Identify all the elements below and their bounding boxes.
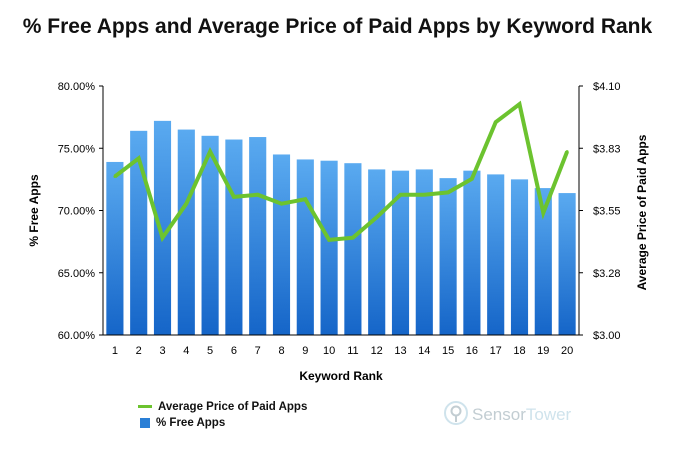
bar — [272, 154, 291, 335]
y-axis-title: % Free Apps — [27, 174, 41, 247]
x-tick-label: 7 — [255, 345, 261, 357]
legend-bar-swatch — [140, 417, 150, 428]
x-tick-label: 20 — [561, 345, 573, 357]
x-tick-label: 4 — [183, 345, 189, 357]
price-line-point — [256, 193, 260, 197]
legend-item-free: % Free Apps — [138, 417, 225, 429]
y-tick-label: 80.00% — [58, 81, 96, 93]
price-line-point — [351, 236, 355, 240]
y2-tick-label: $3.55 — [593, 206, 621, 218]
y-tick-label: 75.00% — [58, 143, 96, 155]
bar — [368, 169, 386, 335]
x-tick-label: 1 — [112, 345, 118, 357]
price-line-point — [184, 202, 188, 206]
x-tick-label: 18 — [513, 345, 525, 357]
x-tick-label: 3 — [159, 345, 165, 357]
bar — [225, 139, 243, 335]
bar — [153, 120, 172, 335]
x-axis-title: Keyword Rank — [299, 369, 383, 383]
y-tick-label: 70.00% — [58, 206, 96, 218]
price-line-point — [327, 238, 331, 242]
bar — [534, 188, 552, 335]
bar — [106, 161, 124, 335]
x-tick-label: 8 — [278, 345, 284, 357]
bar — [463, 170, 481, 335]
x-tick-label: 9 — [302, 345, 308, 357]
bar — [391, 170, 410, 335]
price-line-point — [208, 150, 212, 154]
price-line-point — [470, 177, 474, 181]
legend-line-swatch — [138, 405, 152, 409]
x-tick-label: 15 — [442, 345, 454, 357]
x-tick-label: 11 — [347, 345, 358, 357]
x-tick-label: 17 — [490, 345, 502, 357]
price-line-point — [280, 202, 283, 206]
bar — [415, 169, 433, 335]
bar — [296, 159, 314, 335]
price-line-point — [232, 195, 236, 199]
price-line-point — [494, 120, 498, 124]
x-tick-label: 12 — [371, 345, 383, 357]
legend-label-free: % Free Apps — [156, 417, 226, 429]
bar — [201, 135, 219, 335]
x-tick-label: 5 — [207, 345, 213, 357]
price-line-point — [422, 193, 426, 197]
bar — [249, 137, 267, 335]
x-tick-label: 13 — [394, 345, 406, 357]
price-line-point — [541, 211, 545, 215]
y2-tick-label: $3.00 — [593, 330, 621, 342]
price-line-point — [518, 102, 521, 106]
legend-label-price: Average Price of Paid Apps — [158, 401, 308, 413]
y-tick-label: 65.00% — [58, 268, 96, 280]
price-line-point — [565, 150, 569, 154]
y2-tick-label: $3.28 — [593, 268, 621, 280]
price-line-point — [137, 156, 141, 160]
y2-axis-title: Average Price of Paid Apps — [635, 134, 649, 290]
y-tick-label: 60.00% — [58, 330, 96, 342]
price-line-point — [375, 215, 379, 219]
sensortower-logo-text: SensorTower — [472, 405, 571, 425]
x-tick-label: 10 — [323, 345, 335, 357]
price-line-point — [399, 193, 402, 197]
y2-tick-label: $4.10 — [593, 81, 621, 93]
price-line-point — [446, 190, 450, 194]
sensortower-logo-icon — [444, 401, 468, 425]
x-tick-label: 19 — [537, 345, 549, 357]
y2-tick-label: $3.83 — [593, 143, 621, 155]
bar — [320, 160, 338, 335]
x-tick-label: 16 — [466, 345, 478, 357]
bar — [558, 193, 576, 335]
logo-text-part2: Tower — [525, 405, 572, 424]
x-tick-label: 2 — [136, 345, 142, 357]
x-tick-label: 14 — [418, 345, 430, 357]
bar — [510, 179, 529, 335]
bar — [487, 174, 505, 335]
price-line-point — [303, 197, 307, 201]
x-tick-label: 6 — [231, 345, 237, 357]
bar — [344, 163, 362, 335]
price-line-point — [113, 175, 117, 179]
logo-text-part1: Sensor — [472, 405, 526, 424]
price-line-point — [161, 236, 164, 240]
bar — [130, 130, 148, 335]
legend-item-price: Average Price of Paid Apps — [138, 401, 307, 413]
bar — [439, 178, 457, 335]
chart-title: % Free Apps and Average Price of Paid Ap… — [22, 15, 653, 38]
bar — [177, 129, 195, 335]
price-line-series — [113, 100, 569, 243]
